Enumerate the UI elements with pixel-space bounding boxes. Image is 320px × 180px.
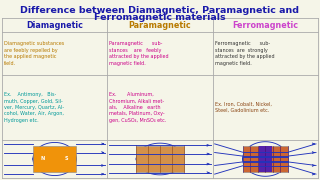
Text: S: S	[65, 156, 68, 161]
Bar	[33, 146, 76, 172]
Text: Ex.    Antimony,   Bis-
muth, Copper, Gold, Sil-
ver, Mercury, Quartz, Al-
cohol: Ex. Antimony, Bis- muth, Copper, Gold, S…	[4, 92, 64, 123]
Text: Paramagnetic: Paramagnetic	[129, 21, 191, 30]
Text: Ferromagnetic      sub-
stances  are  strongly
attracted by the applied
magnetic: Ferromagnetic sub- stances are strongly …	[215, 41, 274, 66]
Bar	[259, 146, 272, 172]
Text: Difference between Diamagnetic, Paramagnetic and: Difference between Diamagnetic, Paramagn…	[20, 6, 300, 15]
Text: Ex.       Aluminum,
Chromium, Alkali met-
als,    Alkaline   earth
metals, Plati: Ex. Aluminum, Chromium, Alkali met- als,…	[109, 92, 167, 123]
Text: Paramagnetic      sub-
stances    are   feebly
attracted by the applied
magnetic: Paramagnetic sub- stances are feebly att…	[109, 41, 169, 66]
Text: Diamagnetic: Diamagnetic	[26, 21, 83, 30]
Text: Ferromagnetic: Ferromagnetic	[232, 21, 298, 30]
Text: Ex. Iron, Cobalt, Nickel,
Steel, Gadolinium etc.: Ex. Iron, Cobalt, Nickel, Steel, Gadolin…	[215, 102, 272, 113]
Text: Diamagnetic substances
are feebly repelled by
the applied magnetic
field.: Diamagnetic substances are feebly repell…	[4, 41, 64, 66]
Text: N: N	[40, 156, 44, 161]
Bar	[243, 146, 288, 172]
Bar	[136, 146, 184, 172]
Text: Ferromagnetic materials: Ferromagnetic materials	[94, 13, 226, 22]
